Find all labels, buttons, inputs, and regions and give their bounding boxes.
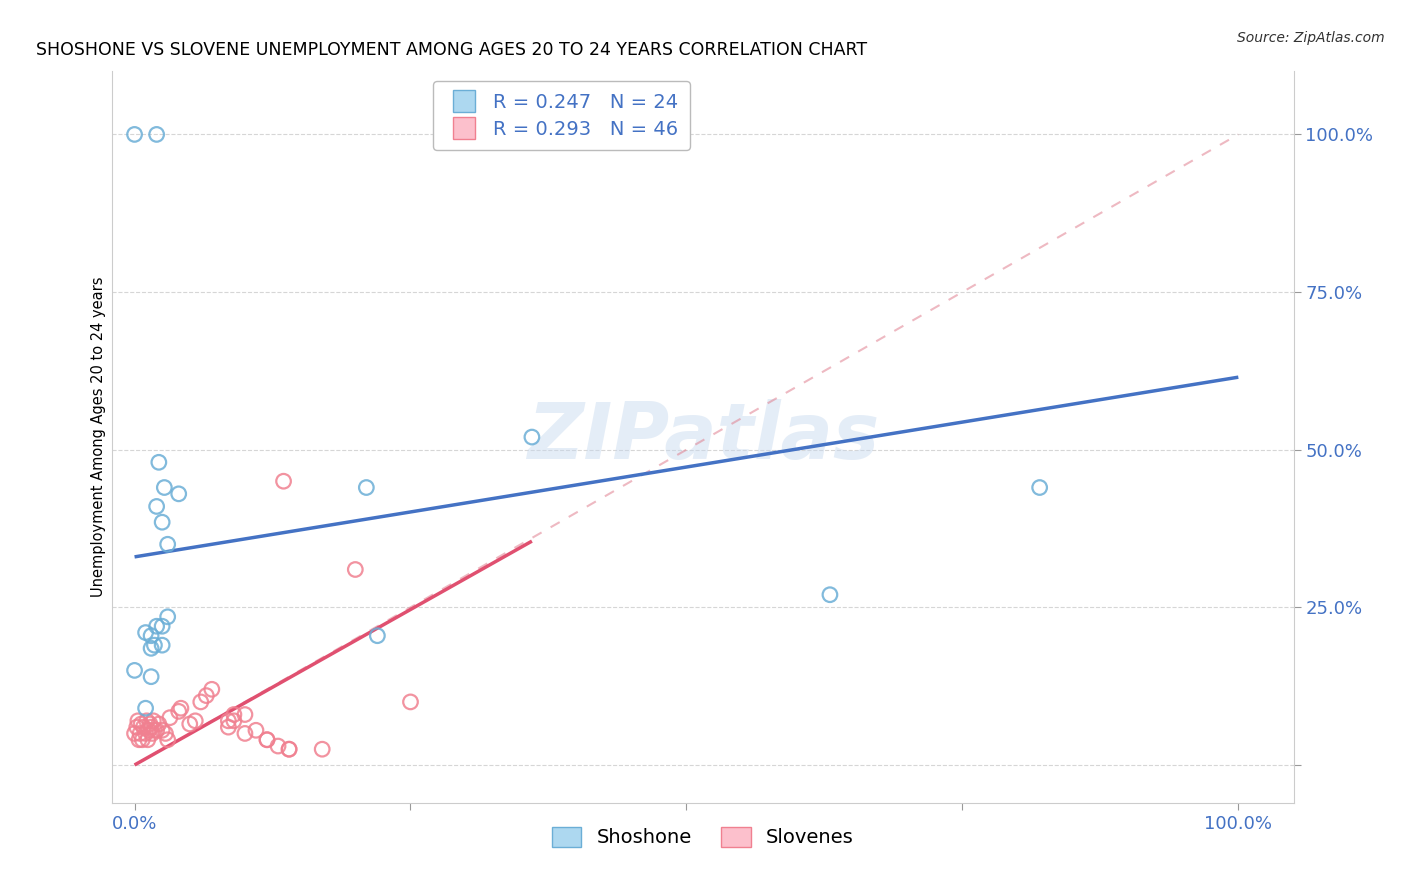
Text: Source: ZipAtlas.com: Source: ZipAtlas.com [1237,31,1385,45]
Point [135,625,157,640]
Point [127,714,149,728]
Point [356,481,378,495]
Point [148,455,170,469]
Point [167,705,190,719]
Point [135,726,157,740]
Point [139,720,162,734]
Point [129,717,152,731]
Point [159,711,181,725]
Point [150,515,173,529]
Point [190,695,212,709]
Point [520,430,543,444]
Point [131,732,153,747]
Point [148,717,170,731]
Point [222,707,245,722]
Point [156,732,179,747]
Point [344,562,367,576]
Point [124,664,146,678]
Point [141,726,163,740]
Point [366,629,388,643]
Point [139,670,162,684]
Point [135,714,157,728]
Point [156,609,179,624]
Point [150,723,173,738]
Point [222,714,245,728]
Point [139,629,162,643]
Point [278,742,301,756]
Point [256,732,278,747]
Point [1028,481,1050,495]
Point [267,739,290,753]
Point [399,695,422,709]
Point [143,638,166,652]
Point [145,619,167,633]
Point [233,707,256,722]
Point [201,682,224,697]
Point [139,717,162,731]
Text: SHOSHONE VS SLOVENE UNEMPLOYMENT AMONG AGES 20 TO 24 YEARS CORRELATION CHART: SHOSHONE VS SLOVENE UNEMPLOYMENT AMONG A… [35,41,868,59]
Point [145,500,167,514]
Point [142,714,165,728]
Point [256,732,278,747]
Point [167,487,190,501]
Point [153,481,176,495]
Y-axis label: Unemployment Among Ages 20 to 24 years: Unemployment Among Ages 20 to 24 years [90,277,105,598]
Legend: R = 0.247   N = 24, R = 0.293   N = 46: R = 0.247 N = 24, R = 0.293 N = 46 [433,81,690,150]
Point [145,128,167,142]
Point [195,689,218,703]
Point [156,537,179,551]
Point [217,714,239,728]
Point [138,723,160,738]
Point [139,641,162,656]
Point [129,726,152,740]
Point [135,701,157,715]
Point [179,717,201,731]
Point [125,720,148,734]
Point [145,723,167,738]
Point [170,701,193,715]
Point [128,732,150,747]
Point [217,720,239,734]
Point [233,726,256,740]
Point [150,638,173,652]
Point [150,619,173,633]
Point [818,588,841,602]
Point [143,723,166,738]
Point [245,723,267,738]
Point [278,742,301,756]
Point [132,720,155,734]
Text: ZIPatlas: ZIPatlas [527,399,879,475]
Point [124,128,146,142]
Point [311,742,333,756]
Point [155,726,177,740]
Point [136,732,159,747]
Point [184,714,207,728]
Point [124,726,146,740]
Point [273,474,295,488]
